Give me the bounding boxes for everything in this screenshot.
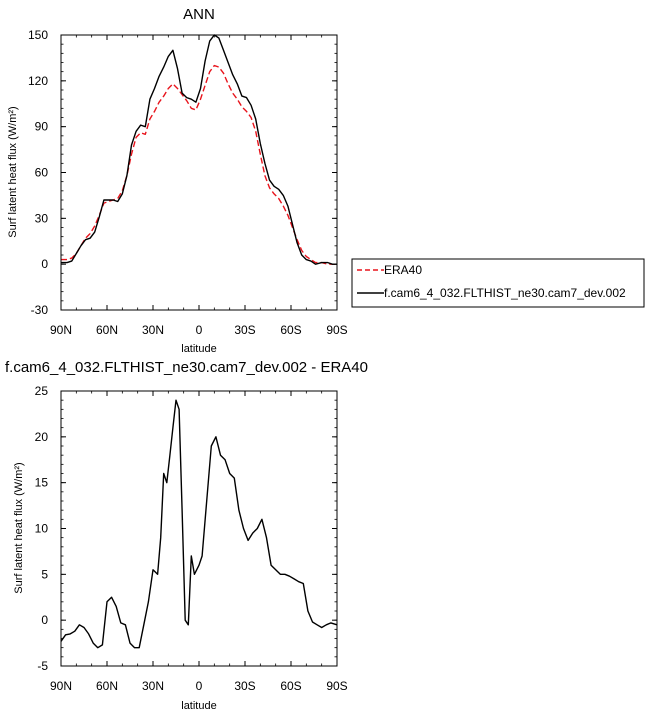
bottom-x-tick-label: 30N xyxy=(142,679,164,693)
top-y-tick-label: 0 xyxy=(41,257,48,271)
bottom-y-tick-label: 20 xyxy=(35,430,49,444)
x-axis-label-top: latitude xyxy=(181,343,216,355)
top-series-line-1 xyxy=(61,34,337,265)
bottom-y-tick-label: -5 xyxy=(37,659,48,673)
bottom-x-tick-label: 60N xyxy=(96,679,118,693)
plot-area-bottom xyxy=(60,399,338,649)
top-series-line-0 xyxy=(61,64,337,265)
plot-frame-bottom xyxy=(60,390,338,667)
panel-top: ANN -30 0 30 60 90 120 150 90N 60N 30N 0 30S 60S 90S… xyxy=(7,6,348,355)
plot-frame-top xyxy=(60,34,338,311)
y-axis-top: -30 0 30 60 90 120 150 xyxy=(28,28,337,317)
bottom-series-line-0 xyxy=(60,399,338,649)
bottom-y-tick-label: 15 xyxy=(35,476,49,490)
y-axis-bottom: -5 0 5 10 15 20 25 xyxy=(35,384,337,673)
top-y-tick-label: 150 xyxy=(28,28,48,42)
chart-title-bottom: f.cam6_4_032.FLTHIST_ne30.cam7_dev.002 -… xyxy=(5,359,368,376)
legend-label-era40: ERA40 xyxy=(384,263,422,277)
x-axis-label-bottom: latitude xyxy=(181,700,216,712)
bottom-y-tick-label: 25 xyxy=(35,384,49,398)
top-x-tick-label: 60N xyxy=(96,323,118,337)
bottom-x-tick-label: 90S xyxy=(326,679,347,693)
top-y-tick-label: 120 xyxy=(28,74,48,88)
top-x-tick-label: 90S xyxy=(326,323,347,337)
x-axis-bottom: 90N 60N 30N 0 30S 60S 90S xyxy=(50,391,348,693)
panel-bottom: f.cam6_4_032.FLTHIST_ne30.cam7_dev.002 -… xyxy=(5,359,368,712)
legend-label-model: f.cam6_4_032.FLTHIST_ne30.cam7_dev.002 xyxy=(384,286,626,300)
top-x-tick-label: 0 xyxy=(196,323,203,337)
bottom-x-tick-label: 30S xyxy=(234,679,255,693)
top-y-tick-label: 60 xyxy=(35,166,49,180)
top-x-tick-label: 30S xyxy=(234,323,255,337)
bottom-y-tick-label: 10 xyxy=(35,522,49,536)
y-axis-label-top: Surf latent heat flux (W/m²) xyxy=(7,106,19,237)
top-y-tick-label: -30 xyxy=(31,303,49,317)
top-y-tick-label: 30 xyxy=(35,211,49,225)
y-axis-label-bottom: Surf latent heat flux (W/m²) xyxy=(13,462,25,593)
x-axis-top: 90N 60N 30N 0 30S 60S 90S xyxy=(50,35,348,337)
bottom-y-tick-label: 5 xyxy=(41,567,48,581)
legend-box xyxy=(351,258,645,308)
top-y-tick-label: 90 xyxy=(35,120,49,134)
bottom-x-tick-label: 60S xyxy=(280,679,301,693)
bottom-x-tick-label: 0 xyxy=(196,679,203,693)
legend: ERA40 f.cam6_4_032.FLTHIST_ne30.cam7_dev… xyxy=(351,258,645,308)
top-x-tick-label: 30N xyxy=(142,323,164,337)
top-x-tick-label: 60S xyxy=(280,323,301,337)
plot-area-top xyxy=(61,34,337,265)
bottom-y-tick-label: 0 xyxy=(41,613,48,627)
bottom-x-tick-label: 90N xyxy=(50,679,72,693)
top-x-tick-label: 90N xyxy=(50,323,72,337)
chart-title-top: ANN xyxy=(183,6,215,23)
